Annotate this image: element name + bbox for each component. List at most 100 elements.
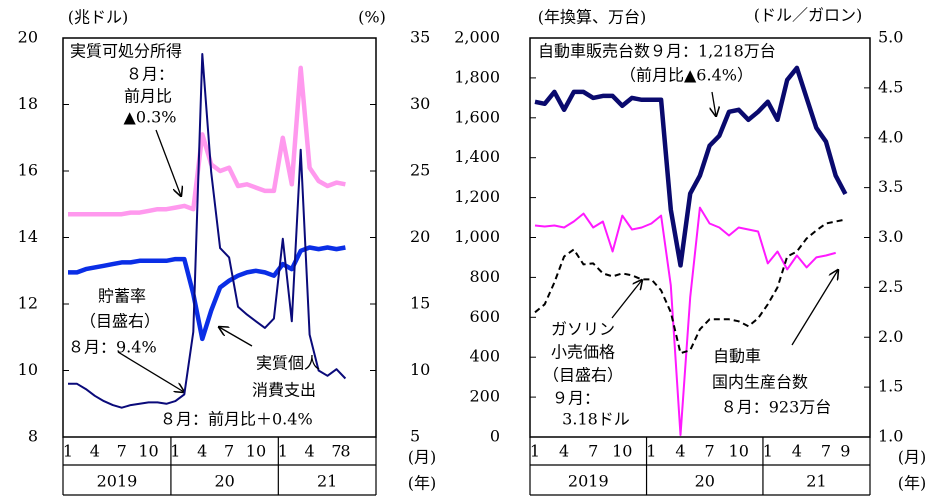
x-tick-label: 1 [170, 442, 180, 461]
annotation: ８月：9.4% [68, 338, 157, 357]
annotation: 自動車 [713, 347, 761, 366]
year-label: 2019 [568, 472, 609, 491]
axis-unit: (ドル／ガロン) [754, 6, 863, 25]
y-tick-label: 8 [28, 427, 38, 446]
x-tick-label: 4 [675, 442, 685, 461]
x-tick-label: 1 [763, 442, 773, 461]
y-tick-label: 1,600 [454, 107, 500, 126]
annotation: （目盛右） [80, 312, 160, 331]
series-line [68, 53, 347, 409]
x-tick-label: 7 [224, 442, 234, 461]
year-label: 21 [806, 472, 826, 491]
y2-tick-label: 20 [410, 227, 430, 246]
y-tick-label: 10 [18, 360, 38, 379]
axis-unit: (年) [408, 474, 437, 493]
x-tick-label: 10 [138, 442, 158, 461]
x-tick-label: 7 [331, 442, 341, 461]
x-tick-label: 4 [792, 442, 802, 461]
y2-tick-label: 5 [410, 427, 420, 446]
axis-unit: (%) [358, 8, 386, 27]
annotation: ８月： [126, 65, 174, 84]
annotation: ガソリン [551, 320, 615, 339]
arrow [219, 327, 253, 347]
annotation: 国内生産台数 [712, 373, 808, 392]
x-tick-label: 7 [117, 442, 127, 461]
y-tick-label: 12 [18, 294, 38, 313]
series-line [68, 65, 346, 217]
y2-tick-label: 5.0 [878, 28, 903, 47]
annotation: 実質個人 [256, 354, 320, 373]
y2-tick-label: 1.5 [878, 377, 903, 396]
axis-unit: (月) [898, 448, 927, 467]
y2-tick-label: 15 [410, 294, 430, 313]
x-tick-label: 1 [646, 442, 656, 461]
annotation-arrows [117, 91, 838, 392]
y2-tick-label: 10 [410, 360, 430, 379]
y-tick-label: 600 [469, 307, 500, 326]
axis-unit: (月) [408, 448, 437, 467]
year-label: 20 [214, 472, 234, 491]
year-label: 2019 [97, 472, 138, 491]
x-tick-label: 10 [246, 442, 266, 461]
axis-unit: (年) [898, 474, 927, 493]
x-tick-label: 10 [729, 442, 749, 461]
series-line [534, 65, 848, 268]
annotation: ９月： [552, 389, 600, 408]
arrow [611, 280, 642, 319]
y-tick-label: 16 [18, 161, 38, 180]
annotation: 消費支出 [252, 381, 316, 400]
axis-unit: (兆ドル) [68, 8, 129, 27]
annotation: ▲0.3% [124, 108, 177, 127]
y-tick-label: 0 [490, 427, 500, 446]
x-tick-label: 4 [305, 442, 315, 461]
y-tick-label: 200 [469, 387, 500, 406]
annotation: 実質可処分所得 [70, 42, 182, 61]
series-line [534, 206, 836, 436]
arrow [712, 91, 716, 116]
y-tick-label: 1,000 [454, 227, 500, 246]
annotation: （目盛右） [543, 366, 623, 385]
y2-tick-label: 35 [410, 28, 430, 47]
y-tick-label: 1,800 [454, 67, 500, 86]
y-tick-label: 1,200 [454, 187, 500, 206]
year-label: 20 [695, 472, 715, 491]
x-tick-label: 7 [821, 442, 831, 461]
x-tick-label: 10 [612, 442, 632, 461]
y2-tick-label: 4.0 [878, 127, 903, 146]
y-tick-label: 400 [469, 347, 500, 366]
annotation: 前月比 [124, 87, 172, 106]
arrow [155, 129, 181, 196]
y2-tick-label: 25 [410, 161, 430, 180]
y-tick-label: 800 [469, 267, 500, 286]
y2-tick-label: 3.0 [878, 227, 903, 246]
annotation: 小売価格 [551, 343, 615, 362]
x-tick-label: 7 [588, 442, 598, 461]
y-tick-label: 18 [18, 94, 38, 113]
x-tick-label: 4 [559, 442, 569, 461]
x-tick-label: 7 [705, 442, 715, 461]
x-tick-label: 1 [530, 442, 540, 461]
annotation: （前月比▲6.4%） [620, 66, 753, 85]
x-tick-label: 1 [278, 442, 288, 461]
annotation: 自動車販売台数９月：1,218万台 [538, 42, 776, 61]
annotation: 3.18ドル [562, 410, 630, 429]
y2-tick-label: 2.0 [878, 327, 903, 346]
series-line [534, 218, 846, 355]
arrow [117, 351, 184, 392]
x-tick-label: 1 [63, 442, 73, 461]
annotation: ８月：923万台 [721, 398, 832, 417]
y2-tick-label: 30 [410, 94, 430, 113]
arrow [791, 270, 838, 346]
series-line [68, 245, 346, 342]
y2-tick-label: 3.5 [878, 177, 903, 196]
annotation: ８月：前月比＋0.4% [160, 410, 313, 429]
y2-tick-label: 4.5 [878, 77, 903, 96]
y2-tick-label: 1.0 [878, 427, 903, 446]
y-tick-label: 14 [18, 227, 38, 246]
x-tick-label: 8 [340, 442, 350, 461]
year-label: 21 [317, 472, 337, 491]
axis-unit: (年換算、万台) [538, 8, 647, 27]
annotation: 貯蓄率 [98, 287, 146, 306]
x-tick-label: 9 [840, 442, 850, 461]
